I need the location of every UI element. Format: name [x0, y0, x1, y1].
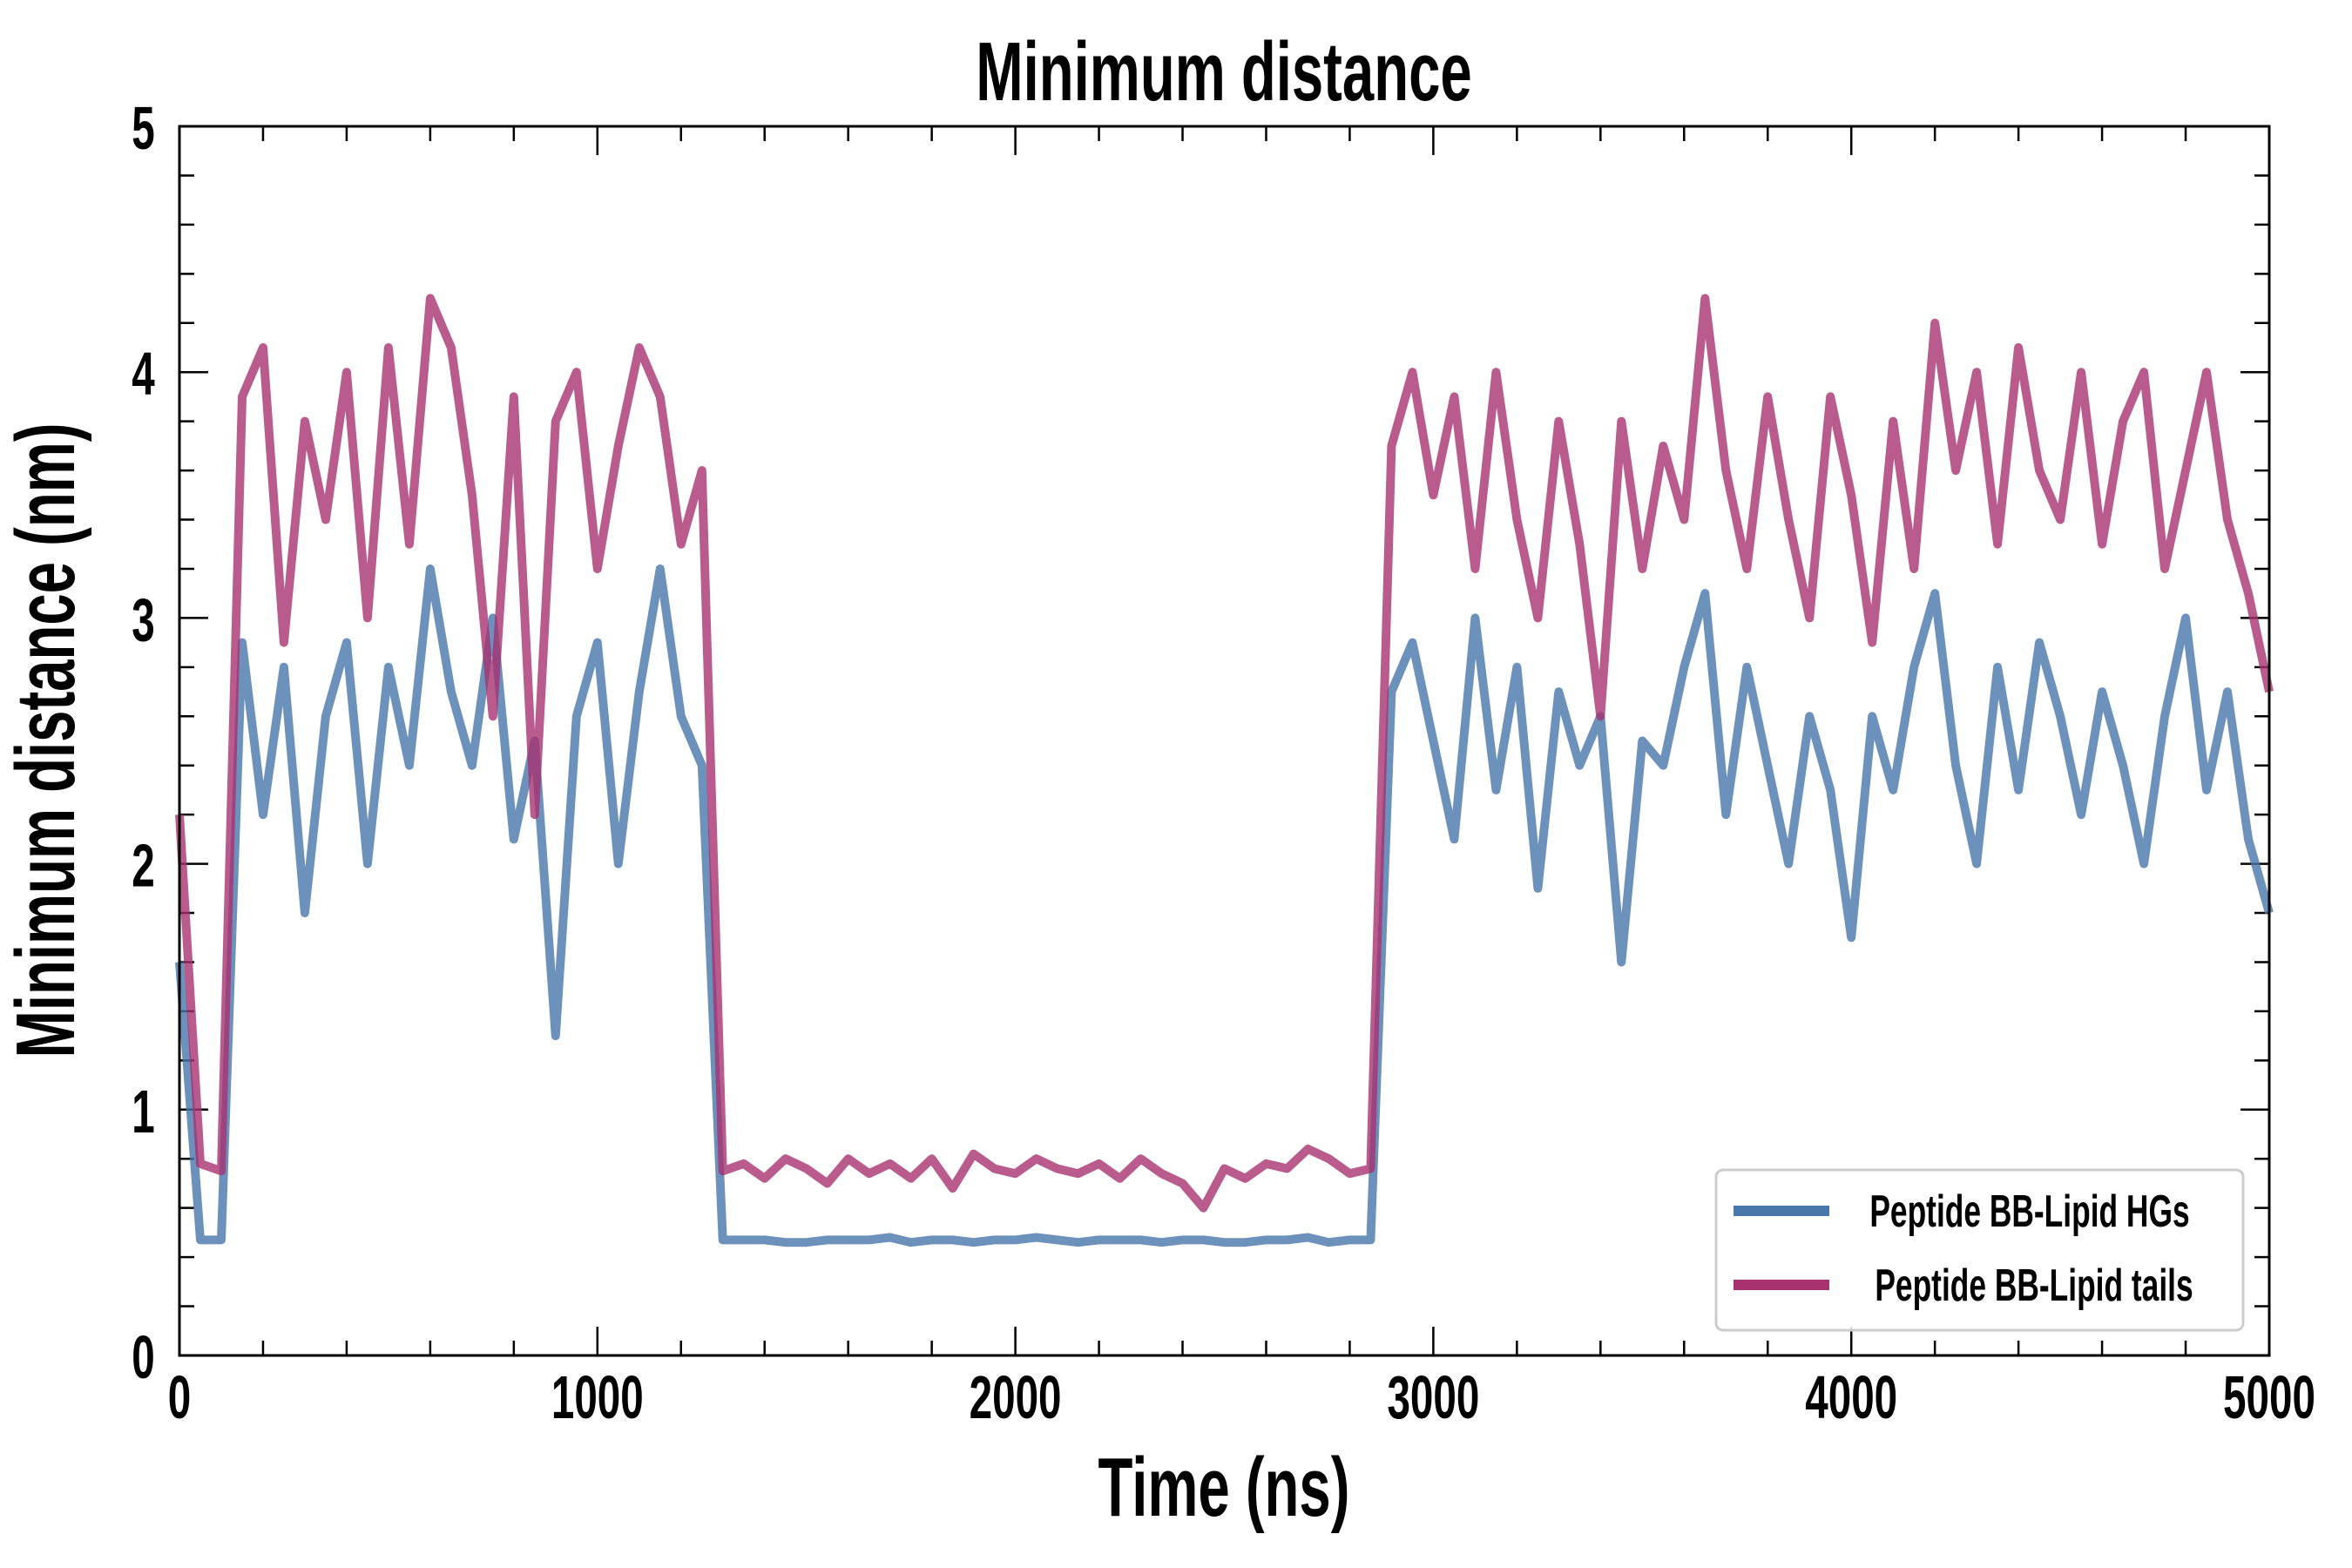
y-tick-label: 0	[132, 1323, 154, 1391]
legend-label-tails: Peptide BB-Lipid tails	[1875, 1260, 2193, 1310]
x-tick-label: 2000	[970, 1363, 1062, 1431]
x-tick-label: 0	[168, 1363, 191, 1431]
x-tick-label: 4000	[1805, 1363, 1897, 1431]
series-lines	[175, 294, 2274, 1247]
legend-box	[1714, 1168, 2245, 1332]
x-axis-label: Time (ns)	[1098, 1442, 1350, 1534]
legend: Peptide BB-Lipid HGs Peptide BB-Lipid ta…	[1714, 1168, 2245, 1332]
x-tick-label: 5000	[2223, 1363, 2315, 1431]
plot-frame	[178, 125, 2271, 1357]
y-tick-label: 1	[132, 1078, 154, 1146]
legend-label-hgs: Peptide BB-Lipid HGs	[1869, 1186, 2189, 1236]
x-tick-label: 3000	[1387, 1363, 1479, 1431]
chart-title: Minimum distance	[976, 26, 1471, 118]
series-line-1	[175, 294, 2274, 1213]
series-line-0	[175, 564, 2274, 1247]
y-tick-label: 2	[132, 831, 154, 899]
y-tick-label: 5	[132, 94, 154, 162]
y-tick-label: 3	[132, 585, 154, 653]
y-axis-label: Minimum distance (nm)	[0, 423, 92, 1058]
y-tick-label: 4	[132, 340, 154, 408]
axis-ticks: 0 1000 2000 3000 4000 5000 0 1 2 3 4 5	[132, 94, 2315, 1431]
x-tick-label: 1000	[551, 1363, 644, 1431]
